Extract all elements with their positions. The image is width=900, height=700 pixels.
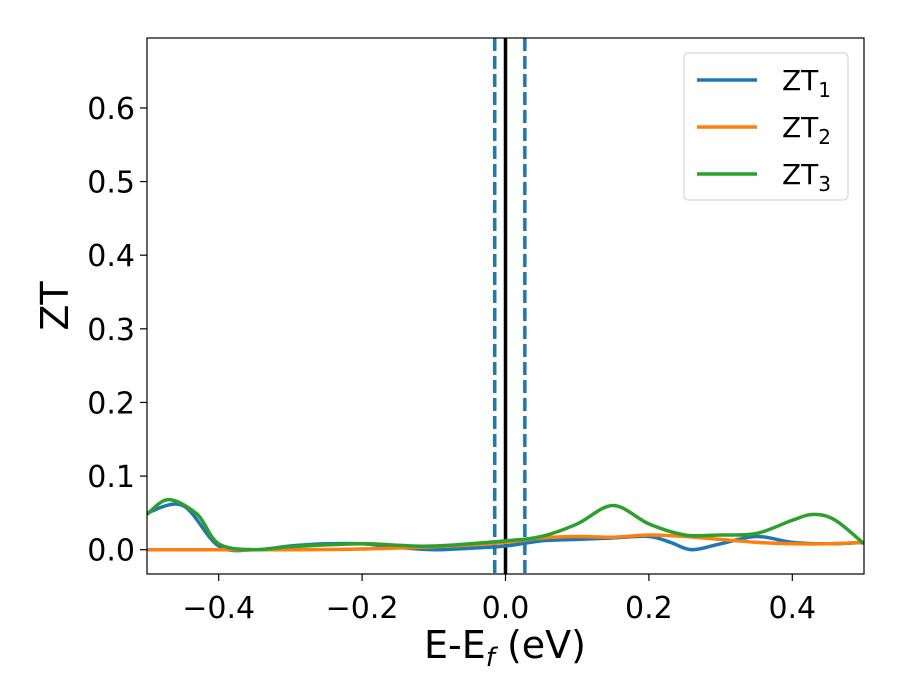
y-axis-ticks: 0.0 0.1 0.2 0.3 0.4 0.5 0.6 <box>87 92 147 569</box>
x-tick-label: −0.2 <box>326 591 399 626</box>
series-line-zt3 <box>147 497 864 552</box>
series-lines <box>147 497 864 553</box>
x-tick-label: 0.2 <box>625 591 673 626</box>
x-tick-label: 0.4 <box>768 591 816 626</box>
y-tick-label: 0.5 <box>87 166 135 201</box>
y-tick-label: 0.2 <box>87 386 135 421</box>
legend-label-zt2: ZT2 <box>782 111 831 149</box>
legend-label-zt3: ZT3 <box>782 158 831 196</box>
legend-label-zt1: ZT1 <box>782 64 831 102</box>
x-axis-ticks: −0.4 −0.2 0.0 0.2 0.4 <box>182 574 816 626</box>
series-line-zt2 <box>147 533 864 552</box>
legend: ZT1 ZT2 ZT3 <box>683 52 849 201</box>
y-tick-label: 0.0 <box>87 534 135 569</box>
legend-box <box>683 52 849 201</box>
y-tick-label: 0.4 <box>87 239 135 274</box>
x-tick-label: 0.0 <box>482 591 530 626</box>
x-axis-label: E-Ef (eV) <box>424 623 586 673</box>
y-axis-label: ZT <box>33 281 77 331</box>
y-tick-label: 0.3 <box>87 313 135 348</box>
x-tick-label: −0.4 <box>182 591 255 626</box>
y-tick-label: 0.6 <box>87 92 135 127</box>
y-tick-label: 0.1 <box>87 460 135 495</box>
reference-lines <box>492 38 527 574</box>
